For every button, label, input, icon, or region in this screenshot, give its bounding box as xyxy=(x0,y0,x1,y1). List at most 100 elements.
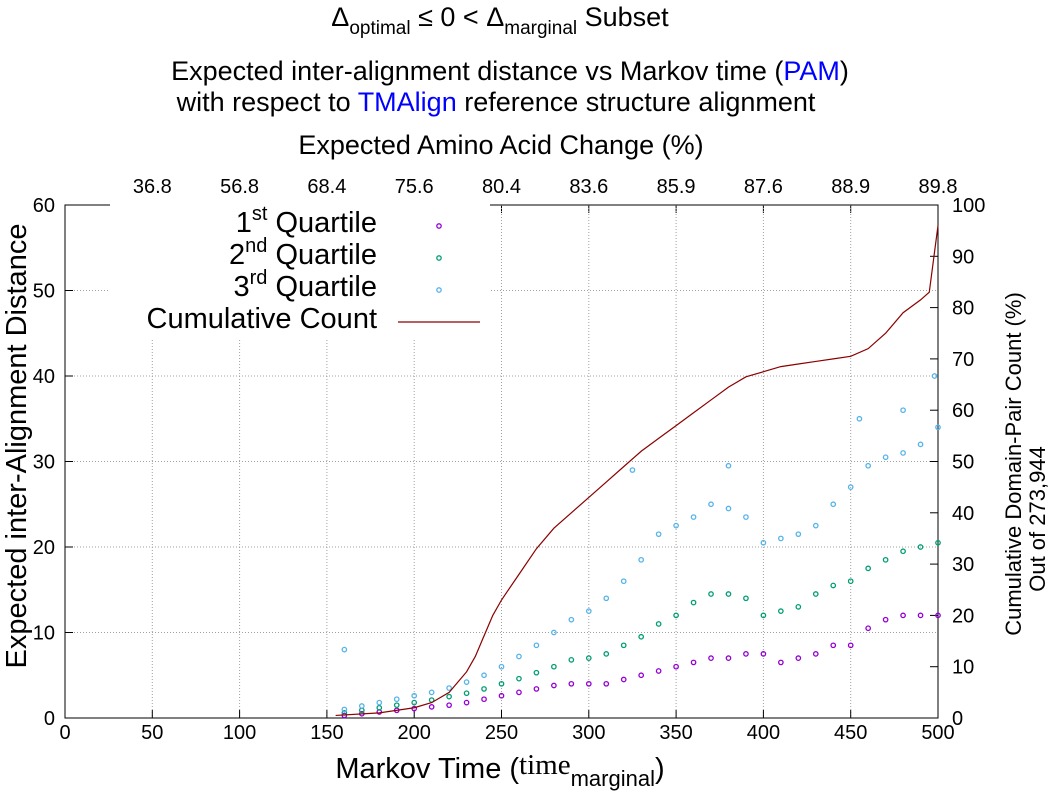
legend-label: Cumulative Count xyxy=(147,303,378,335)
data-point xyxy=(516,689,522,696)
legend-ordinal: 3 xyxy=(233,271,249,303)
x-axis-label: Markov Time (timemarginal) xyxy=(335,749,664,791)
chart-subtitle-2: with respect to TMAlign reference struct… xyxy=(176,87,816,117)
legend-background xyxy=(110,203,490,338)
legend-ordinal: 1 xyxy=(236,207,252,239)
data-point xyxy=(446,693,452,700)
series-3 xyxy=(341,424,941,713)
y2-tick-label: 50 xyxy=(952,452,974,474)
data-point xyxy=(795,655,802,662)
y-tick-label: 20 xyxy=(33,537,55,559)
chart-subtitle-1: Expected inter-alignment distance vs Mar… xyxy=(171,56,849,86)
data-point xyxy=(708,655,714,662)
x-tick-label: 500 xyxy=(921,722,954,744)
data-point xyxy=(376,699,383,706)
top-tick-label: 68.4 xyxy=(307,176,346,198)
data-point xyxy=(931,373,938,379)
data-point xyxy=(690,659,697,666)
data-point xyxy=(585,655,592,662)
pam-highlight: PAM xyxy=(783,56,840,86)
y-axis-ticks: 0 10 20 30 40 50 60 xyxy=(33,195,73,730)
data-point xyxy=(760,651,767,657)
data-point xyxy=(603,595,610,602)
data-point xyxy=(847,484,854,490)
y-tick-label: 60 xyxy=(33,195,55,217)
data-point xyxy=(865,462,872,469)
top-tick-label: 85.9 xyxy=(657,176,696,198)
data-point xyxy=(638,556,645,563)
data-point xyxy=(812,591,819,597)
legend-text: Quartile xyxy=(267,271,377,303)
top-tick-label: 88.9 xyxy=(831,176,870,198)
top-tick-label: 89.8 xyxy=(919,176,958,198)
data-point xyxy=(481,686,487,692)
x-axis-ticks: 0 50 100 150 200 250 300 350 400 450 500 xyxy=(59,710,955,744)
y-tick-label: 0 xyxy=(44,708,55,730)
data-point xyxy=(778,535,784,542)
data-point xyxy=(551,629,557,636)
data-point xyxy=(341,646,348,653)
legend-text: Quartile xyxy=(267,239,377,271)
top-tick-label: 87.6 xyxy=(744,176,783,198)
x-tick-label: 250 xyxy=(485,722,518,744)
y2-tick-label: 20 xyxy=(952,605,974,627)
data-point xyxy=(830,642,837,649)
tmalign-highlight: TMAlign xyxy=(358,87,457,117)
data-point xyxy=(917,441,924,448)
data-point xyxy=(568,680,575,687)
data-point xyxy=(725,505,732,512)
data-point xyxy=(865,625,872,632)
data-point xyxy=(725,591,732,597)
data-point xyxy=(900,548,906,555)
data-point xyxy=(481,696,487,703)
data-point xyxy=(446,702,452,709)
data-point xyxy=(725,462,732,469)
data-point xyxy=(533,669,540,676)
data-point xyxy=(463,690,470,697)
data-point xyxy=(760,539,767,546)
data-point xyxy=(393,696,400,703)
data-point xyxy=(620,642,627,649)
y2-tick-label: 30 xyxy=(952,554,974,576)
data-point xyxy=(795,603,802,610)
legend-label: 3rd Quartile xyxy=(233,267,377,303)
data-point xyxy=(935,539,941,546)
data-point xyxy=(655,531,662,538)
x-tick-label: 100 xyxy=(223,722,256,744)
data-point xyxy=(778,608,784,614)
data-point xyxy=(760,612,767,619)
data-point xyxy=(882,556,889,563)
x-tick-label: 350 xyxy=(659,722,692,744)
y-tick-label: 50 xyxy=(33,281,55,303)
legend-marker-swatch xyxy=(436,255,442,261)
x-tick-label: 400 xyxy=(747,722,780,744)
data-point xyxy=(830,501,837,508)
data-point xyxy=(935,612,941,619)
data-point xyxy=(882,454,889,461)
y2-axis-ticks: 0 10 20 30 40 50 60 70 80 90 100 xyxy=(930,195,985,730)
series-layer xyxy=(335,225,941,719)
data-point xyxy=(481,672,487,679)
series-2 xyxy=(341,539,941,716)
legend-ordinal-suffix: nd xyxy=(245,235,267,257)
y2-tick-label: 0 xyxy=(952,708,963,730)
data-point xyxy=(743,651,749,657)
data-point xyxy=(516,653,522,660)
top-tick-label: 36.8 xyxy=(133,176,172,198)
data-point xyxy=(463,699,470,706)
data-point xyxy=(533,686,540,692)
x-tick-label: 200 xyxy=(398,722,431,744)
legend-label: 1st Quartile xyxy=(236,203,377,239)
data-point xyxy=(725,655,732,662)
y2-axis-label-line1: Cumulative Domain-Pair Count (%) xyxy=(1001,292,1026,636)
data-point xyxy=(778,659,784,666)
top-axis-label: Expected Amino Acid Change (%) xyxy=(298,130,703,160)
y-tick-label: 10 xyxy=(33,623,55,645)
top-tick-label: 56.8 xyxy=(220,176,259,198)
x-tick-label: 300 xyxy=(572,722,605,744)
y2-tick-label: 60 xyxy=(952,400,974,422)
data-point xyxy=(900,450,906,456)
data-point xyxy=(638,672,645,679)
data-point xyxy=(516,675,522,682)
